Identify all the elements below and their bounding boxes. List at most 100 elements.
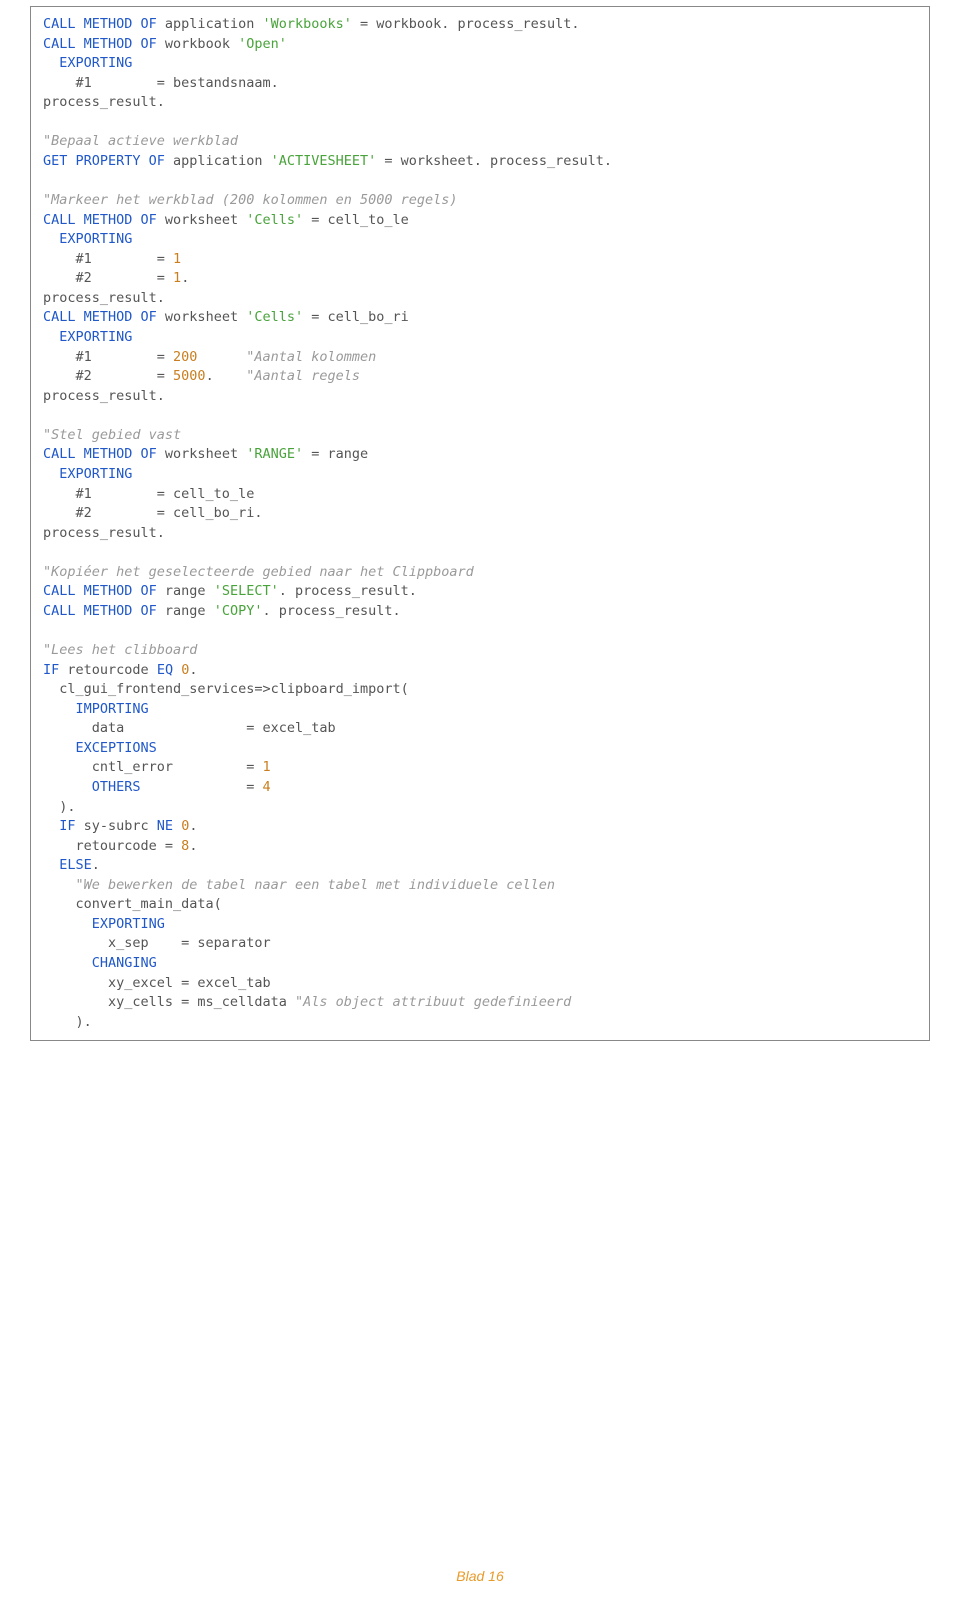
token-cmt: "Bepaal actieve werkblad: [43, 133, 238, 149]
token-kw: IMPORTING: [43, 701, 149, 717]
token-kw: EXPORTING: [43, 55, 132, 71]
token-str: 'RANGE': [246, 446, 303, 462]
token-txt: #1 = bestandsnaam.: [43, 75, 279, 91]
token-kw: IF: [43, 662, 59, 678]
code-line: EXPORTING: [43, 54, 917, 74]
token-txt: #2 =: [43, 368, 173, 384]
code-line: "We bewerken de tabel naar een tabel met…: [43, 876, 917, 896]
token-txt: cntl_error =: [43, 759, 262, 775]
code-line: IMPORTING: [43, 700, 917, 720]
token-txt: =: [141, 779, 263, 795]
token-txt: cl_gui_frontend_services=>clipboard_impo…: [43, 681, 409, 697]
token-str: 'SELECT': [214, 583, 279, 599]
token-num: 1: [173, 251, 181, 267]
code-line: cl_gui_frontend_services=>clipboard_impo…: [43, 680, 917, 700]
code-line: EXPORTING: [43, 465, 917, 485]
token-txt: = cell_bo_ri: [303, 309, 409, 325]
token-txt: worksheet: [157, 446, 246, 462]
token-num: 1: [262, 759, 270, 775]
code-block: CALL METHOD OF application 'Workbooks' =…: [30, 6, 930, 1041]
code-line: CALL METHOD OF workbook 'Open': [43, 35, 917, 55]
code-line: data = excel_tab: [43, 719, 917, 739]
code-line: process_result.: [43, 524, 917, 544]
code-line: CALL METHOD OF worksheet 'Cells' = cell_…: [43, 308, 917, 328]
token-txt: = worksheet. process_result.: [376, 153, 612, 169]
token-kw: EXPORTING: [43, 231, 132, 247]
code-line: [43, 406, 917, 426]
token-txt: = range: [303, 446, 368, 462]
token-cmt: "Markeer het werkblad (200 kolommen en 5…: [43, 192, 458, 208]
code-line: CALL METHOD OF worksheet 'RANGE' = range: [43, 445, 917, 465]
token-str: 'Cells': [246, 309, 303, 325]
token-txt: #2 = cell_bo_ri.: [43, 505, 262, 521]
code-line: IF sy-subrc NE 0.: [43, 817, 917, 837]
token-txt: ).: [43, 1014, 92, 1030]
code-line: retourcode = 8.: [43, 837, 917, 857]
token-txt: process_result.: [43, 388, 165, 404]
code-line: GET PROPERTY OF application 'ACTIVESHEET…: [43, 152, 917, 172]
token-txt: .: [181, 270, 189, 286]
token-str: 'Workbooks': [262, 16, 351, 32]
token-txt: application: [165, 153, 271, 169]
token-txt: process_result.: [43, 525, 165, 541]
code-line: CHANGING: [43, 954, 917, 974]
token-txt: = workbook. process_result.: [352, 16, 580, 32]
token-num: 1: [173, 270, 181, 286]
code-line: process_result.: [43, 387, 917, 407]
token-kw: ELSE: [43, 857, 92, 873]
token-str: 'COPY': [214, 603, 263, 619]
code-line: EXPORTING: [43, 230, 917, 250]
code-line: EXPORTING: [43, 915, 917, 935]
token-cmt: "Stel gebied vast: [43, 427, 181, 443]
code-line: x_sep = separator: [43, 934, 917, 954]
token-str: 'Open': [238, 36, 287, 52]
token-kw: EXCEPTIONS: [43, 740, 157, 756]
code-line: #1 = cell_to_le: [43, 485, 917, 505]
code-line: xy_excel = excel_tab: [43, 974, 917, 994]
code-line: "Lees het clibboard: [43, 641, 917, 661]
code-line: ).: [43, 1013, 917, 1033]
token-txt: .: [189, 662, 197, 678]
token-kw: EXPORTING: [43, 916, 165, 932]
code-line: CALL METHOD OF range 'COPY'. process_res…: [43, 602, 917, 622]
token-txt: ).: [43, 799, 76, 815]
code-line: "Markeer het werkblad (200 kolommen en 5…: [43, 191, 917, 211]
token-kw: CALL METHOD OF: [43, 36, 157, 52]
code-line: #1 = 1: [43, 250, 917, 270]
token-txt: workbook: [157, 36, 238, 52]
token-txt: range: [157, 603, 214, 619]
code-line: #2 = cell_bo_ri.: [43, 504, 917, 524]
token-txt: = cell_to_le: [303, 212, 409, 228]
token-kw: OTHERS: [43, 779, 141, 795]
code-line: process_result.: [43, 289, 917, 309]
token-txt: process_result.: [43, 290, 165, 306]
token-kw: EXPORTING: [43, 466, 132, 482]
page: CALL METHOD OF application 'Workbooks' =…: [0, 6, 960, 1604]
token-txt: application: [157, 16, 263, 32]
token-kw: CALL METHOD OF: [43, 309, 157, 325]
code-line: EXPORTING: [43, 328, 917, 348]
token-txt: sy-subrc: [76, 818, 157, 834]
token-txt: .: [189, 818, 197, 834]
page-footer: Blad 16: [0, 1566, 960, 1586]
token-kw: CALL METHOD OF: [43, 212, 157, 228]
code-line: "Bepaal actieve werkblad: [43, 132, 917, 152]
code-line: IF retourcode EQ 0.: [43, 661, 917, 681]
token-txt: retourcode =: [43, 838, 181, 854]
token-cmt: "Kopiéer het geselecteerde gebied naar h…: [43, 564, 474, 580]
token-kw: CHANGING: [43, 955, 157, 971]
token-num: 5000: [173, 368, 206, 384]
code-line: CALL METHOD OF range 'SELECT'. process_r…: [43, 582, 917, 602]
token-txt: x_sep = separator: [43, 935, 271, 951]
token-cmt: "Als object attribuut gedefinieerd: [295, 994, 571, 1010]
token-txt: . process_result.: [279, 583, 417, 599]
token-str: 'ACTIVESHEET': [271, 153, 377, 169]
token-cmt: "Lees het clibboard: [43, 642, 197, 658]
token-kw: CALL METHOD OF: [43, 446, 157, 462]
code-line: CALL METHOD OF application 'Workbooks' =…: [43, 15, 917, 35]
token-txt: .: [206, 368, 247, 384]
token-txt: worksheet: [157, 212, 246, 228]
token-cmt: "Aantal regels: [246, 368, 360, 384]
code-line: [43, 621, 917, 641]
code-line: ELSE.: [43, 856, 917, 876]
